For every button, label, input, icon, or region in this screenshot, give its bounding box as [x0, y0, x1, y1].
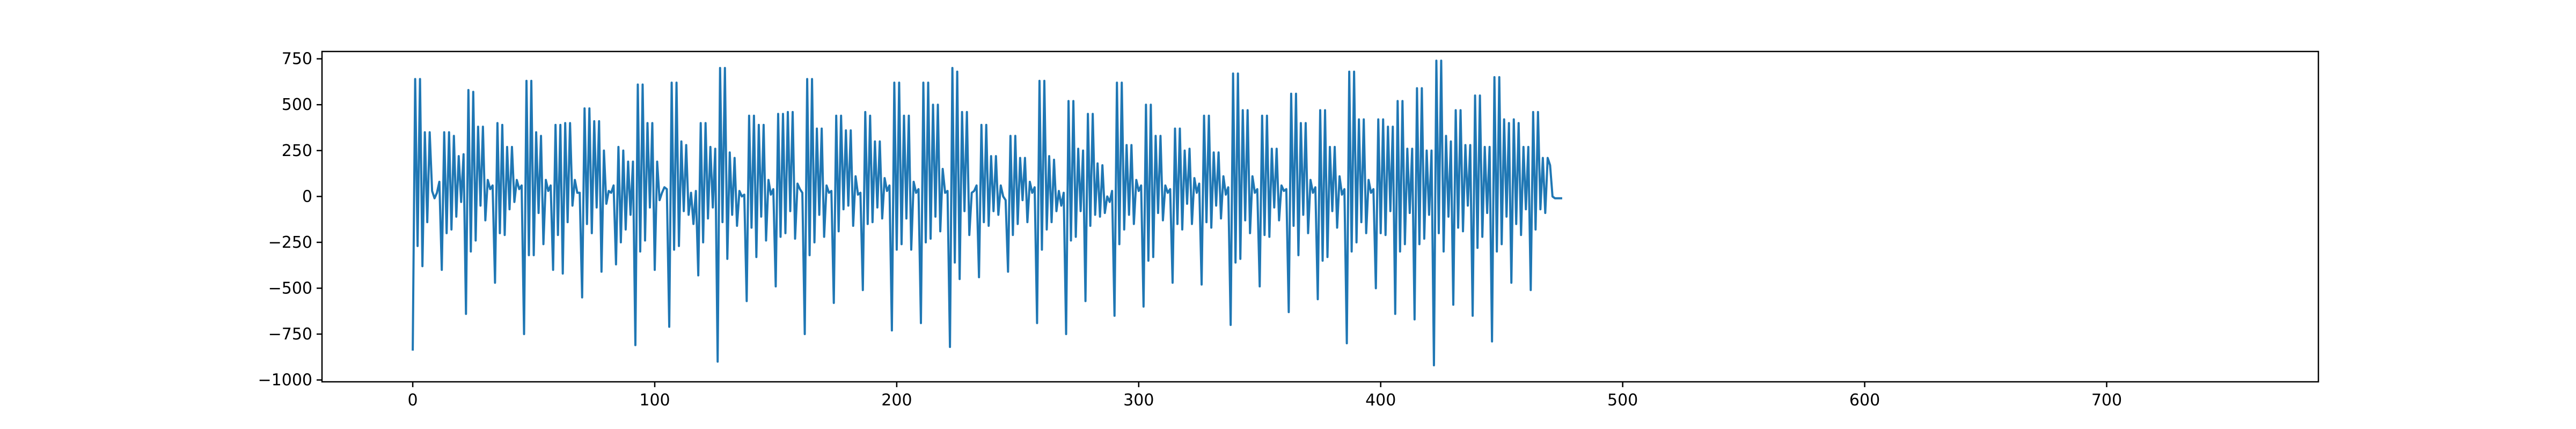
y-tick-label: 750 [282, 50, 312, 69]
data-layer [412, 60, 1562, 367]
x-tick-label: 500 [1607, 391, 1638, 410]
y-tick-label: 0 [302, 187, 312, 206]
x-tick-label: 100 [639, 391, 670, 410]
axis-layer: 0 100 200 300 400 500 600 700 −1000 −750 −500 −250 0… [258, 50, 2123, 410]
x-tick-label: 200 [881, 391, 912, 410]
x-tick-label: 600 [1849, 391, 1880, 410]
y-tick-label: 250 [282, 142, 312, 160]
x-tick-label: 300 [1123, 391, 1154, 410]
plot-frame [321, 50, 2319, 383]
y-tick-label: −1000 [258, 371, 312, 390]
x-tick-label: 400 [1365, 391, 1396, 410]
y-tick-label: 500 [282, 95, 312, 114]
x-tick-label: 700 [2091, 391, 2122, 410]
y-tick-label: −500 [268, 279, 312, 298]
y-tick-label: −250 [268, 233, 312, 252]
x-tick-label: 0 [408, 391, 418, 410]
series-line-0 [412, 60, 1562, 367]
y-tick-label: −750 [268, 325, 312, 344]
